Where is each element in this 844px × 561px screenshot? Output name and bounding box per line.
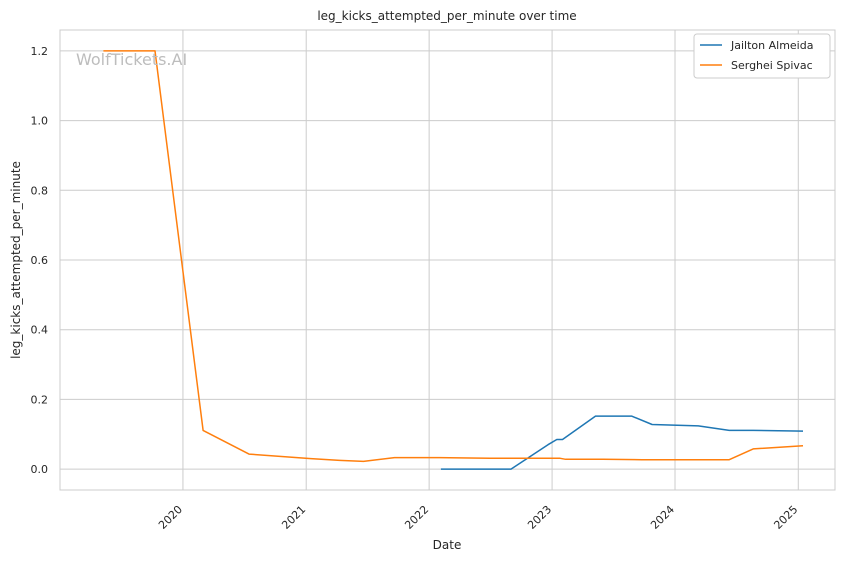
- legend-box: [693, 33, 831, 79]
- series-lines: [103, 50, 804, 470]
- chart-title: leg_kicks_attempted_per_minute over time: [317, 9, 576, 23]
- y-tick-label: 0.8: [31, 184, 49, 197]
- watermark: WolfTickets.AI: [76, 50, 187, 69]
- legend: Jailton Almeida Serghei Spivac: [693, 33, 831, 79]
- y-tick-label: 0.2: [31, 393, 49, 406]
- legend-label-jailton-almeida: Jailton Almeida: [730, 39, 813, 52]
- y-tick-label: 1.2: [31, 45, 49, 58]
- y-tick-label: 1.0: [31, 115, 49, 128]
- y-axis-label: leg_kicks_attempted_per_minute: [9, 161, 23, 359]
- gridlines: [60, 30, 835, 490]
- series-line-serghei-spivac: [103, 50, 804, 463]
- x-axis-label: Date: [433, 538, 462, 552]
- y-tick-label: 0.4: [31, 324, 49, 337]
- legend-label-serghei-spivac: Serghei Spivac: [731, 59, 813, 72]
- y-tick-label: 0.0: [31, 463, 49, 476]
- series-line-jailton-almeida: [440, 415, 804, 470]
- y-tick-label: 0.6: [31, 254, 49, 267]
